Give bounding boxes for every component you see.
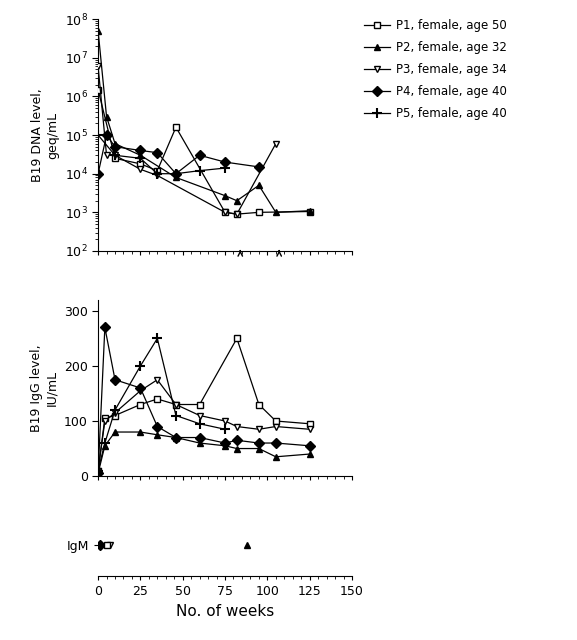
P1, female, age 50 (173, 124, 179, 131)
P2, female, age 32 (306, 207, 313, 214)
P2, female, age 32 (103, 113, 110, 120)
Legend: P1, female, age 50, P2, female, age 32, P3, female, age 34, P4, female, age 40, : P1, female, age 50, P2, female, age 32, … (359, 15, 512, 124)
P2, female, age 32 (173, 173, 179, 181)
P5, female, age 40 (111, 152, 118, 159)
P1, female, age 50 (154, 167, 161, 175)
Line: P2, female, age 32: P2, female, age 32 (95, 28, 313, 216)
P1, female, age 50 (256, 209, 263, 216)
P5, female, age 40 (154, 170, 161, 177)
P4, female, age 40 (154, 149, 161, 157)
X-axis label: No. of weeks: No. of weeks (176, 604, 274, 619)
P1, female, age 50 (137, 160, 144, 168)
P4, female, age 40 (111, 143, 118, 150)
P1, female, age 50 (111, 154, 118, 162)
P2, female, age 32 (272, 209, 279, 216)
P2, female, age 32 (222, 192, 228, 200)
P1, female, age 50 (306, 208, 313, 216)
P5, female, age 40 (137, 154, 144, 162)
Line: P1, female, age 50: P1, female, age 50 (95, 86, 313, 218)
P3, female, age 34 (234, 211, 241, 218)
P4, female, age 40 (196, 152, 203, 159)
P5, female, age 40 (196, 167, 203, 175)
P1, female, age 50 (222, 209, 228, 216)
P1, female, age 50 (95, 86, 102, 93)
P4, female, age 40 (173, 170, 179, 177)
P1, female, age 50 (234, 211, 241, 218)
Line: P4, female, age 40: P4, female, age 40 (95, 132, 263, 177)
P4, female, age 40 (256, 163, 263, 171)
P2, female, age 32 (256, 182, 263, 189)
Line: P5, female, age 40: P5, female, age 40 (93, 130, 230, 179)
P5, female, age 40 (173, 170, 179, 177)
P3, female, age 34 (154, 172, 161, 179)
P3, female, age 34 (272, 140, 279, 147)
Line: P3, female, age 34: P3, female, age 34 (95, 63, 279, 218)
P2, female, age 32 (95, 27, 102, 35)
P5, female, age 40 (222, 164, 228, 172)
P2, female, age 32 (111, 140, 118, 147)
P4, female, age 40 (103, 131, 110, 139)
Y-axis label: B19 DNA level,
geq/mL: B19 DNA level, geq/mL (31, 88, 59, 182)
P4, female, age 40 (95, 170, 102, 177)
P3, female, age 34 (103, 152, 110, 159)
Y-axis label: B19 IgG level,
IU/mL: B19 IgG level, IU/mL (30, 344, 58, 432)
P4, female, age 40 (137, 147, 144, 154)
P2, female, age 32 (234, 197, 241, 205)
P4, female, age 40 (222, 158, 228, 166)
P5, female, age 40 (95, 131, 102, 139)
P3, female, age 34 (222, 209, 228, 216)
P3, female, age 34 (95, 63, 102, 70)
P3, female, age 34 (137, 166, 144, 173)
P3, female, age 34 (111, 152, 118, 159)
P2, female, age 32 (137, 152, 144, 159)
